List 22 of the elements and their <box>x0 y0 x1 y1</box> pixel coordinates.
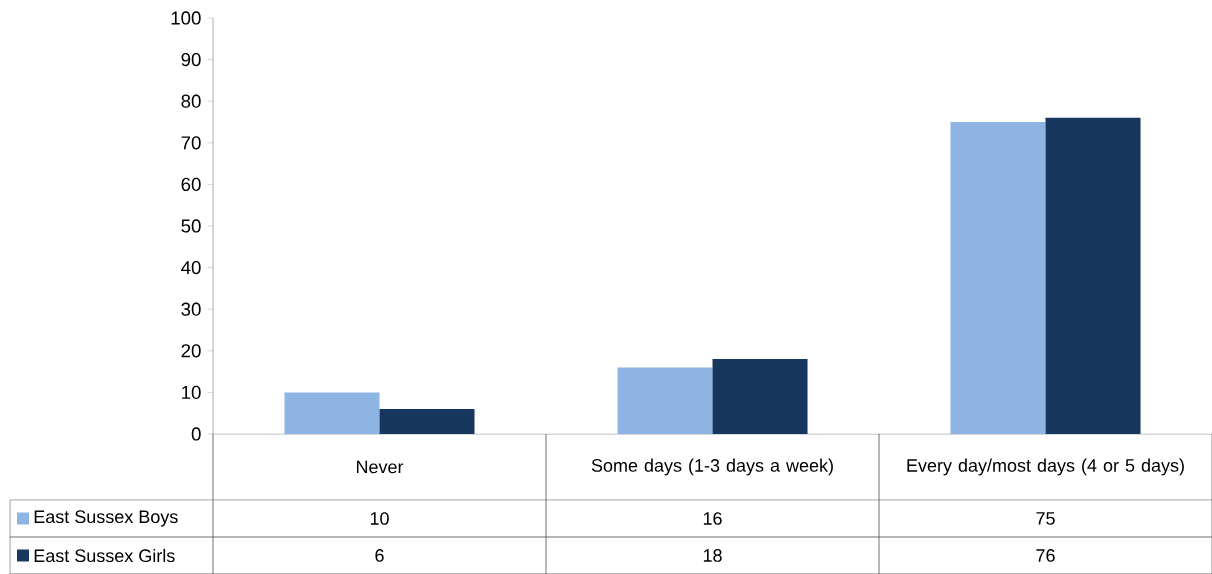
y-tick-label: 60 <box>181 177 201 192</box>
data-label: 76 <box>1036 549 1055 562</box>
y-tick-label: 80 <box>181 94 201 108</box>
x-tick-label: Every day/most days (4 or 5 days) <box>907 458 1184 476</box>
y-tick-label: 50 <box>181 219 201 233</box>
y-tick-label: 40 <box>181 260 201 275</box>
legend-label: East Sussex Girls <box>34 548 175 563</box>
data-label: 10 <box>370 512 389 525</box>
data-label: 6 <box>375 549 384 562</box>
y-tick-label: 100 <box>171 11 201 25</box>
y-tick-label: 90 <box>181 52 201 67</box>
x-tick-label: Some days (1-3 days a week) <box>591 458 833 476</box>
legend-label: East Sussex Boys <box>34 510 178 527</box>
data-label: 18 <box>703 549 722 562</box>
y-tick-label: 0 <box>191 427 201 441</box>
data-label: 75 <box>1036 512 1055 525</box>
x-tick-label: Never <box>356 460 404 474</box>
y-tick-label: 30 <box>181 302 201 316</box>
y-tick-label: 20 <box>181 344 201 358</box>
data-label: 16 <box>703 512 722 525</box>
y-tick-label: 10 <box>182 385 201 400</box>
y-tick-label: 70 <box>181 136 201 150</box>
